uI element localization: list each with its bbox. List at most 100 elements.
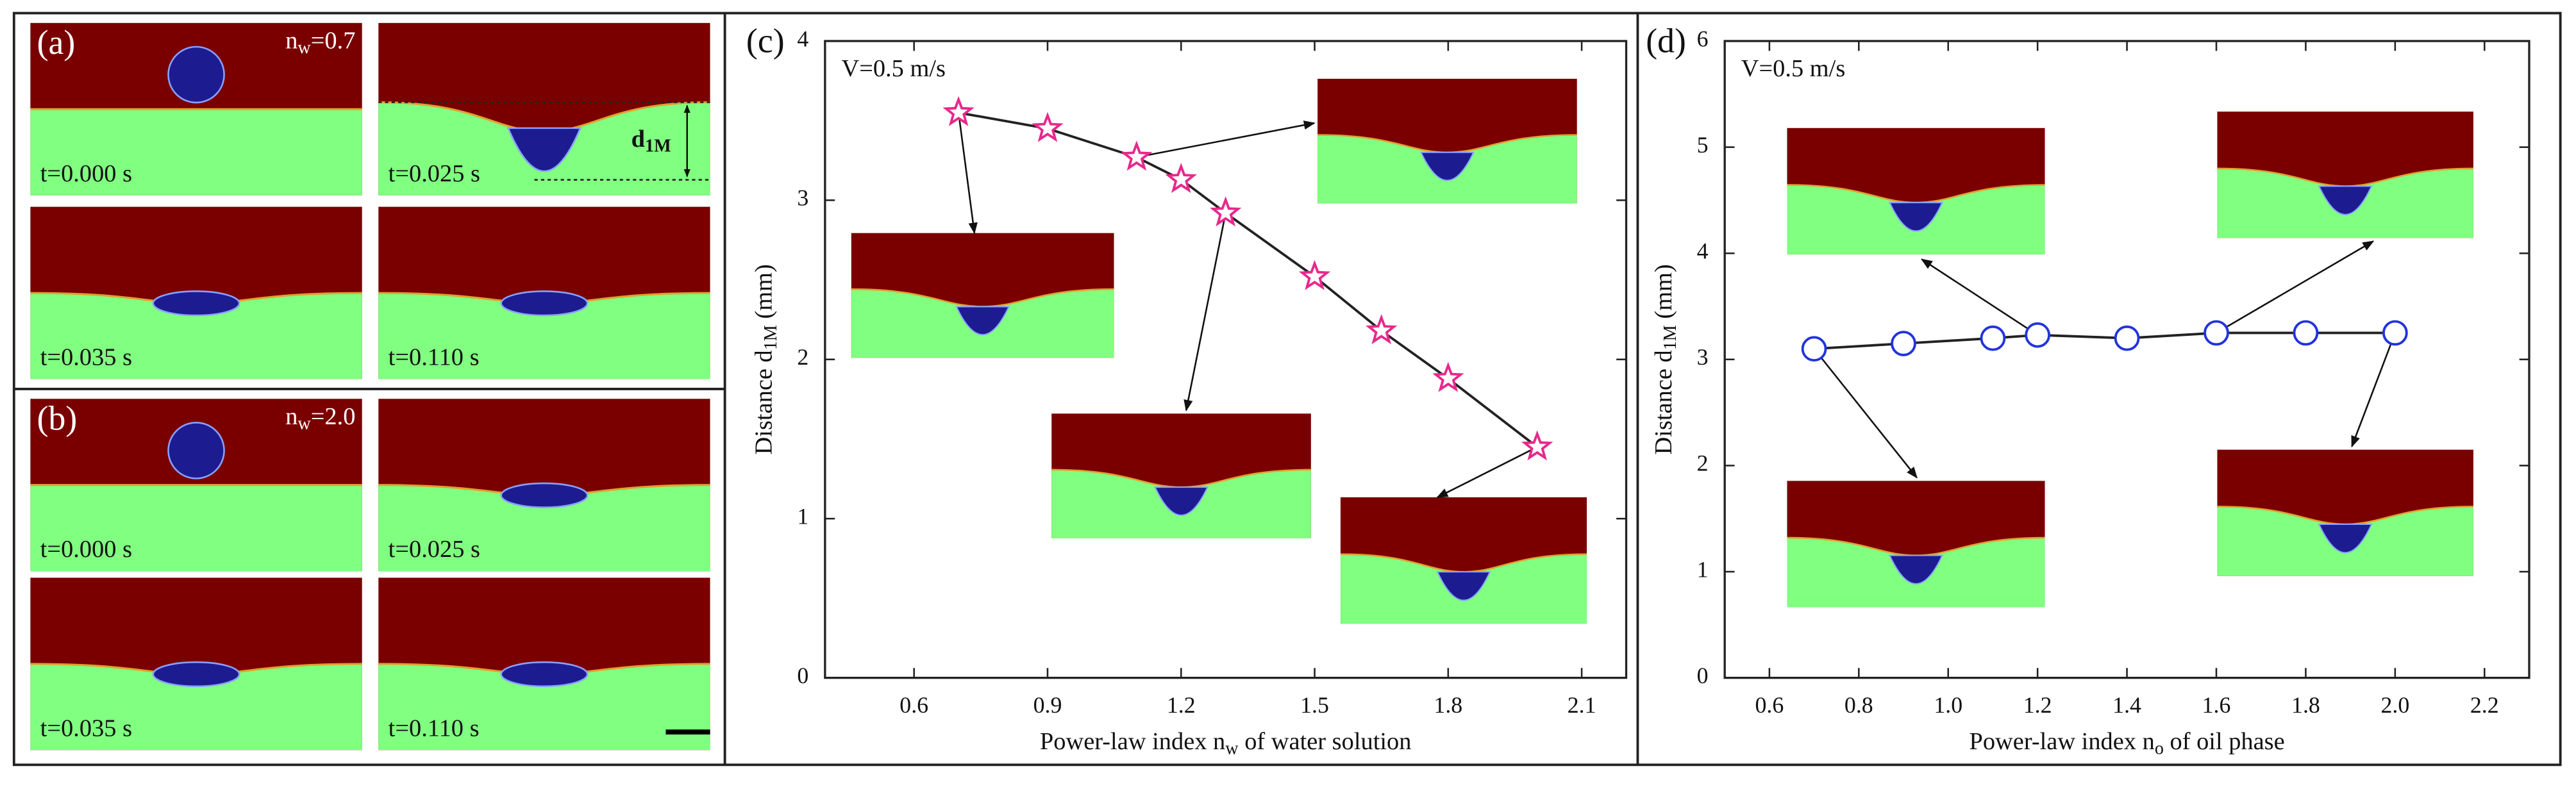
water-phase <box>378 663 710 750</box>
arrow <box>1920 258 2038 336</box>
inset-droplet <box>2318 185 2373 215</box>
star-marker <box>1032 112 1064 142</box>
star-marker <box>1165 163 1197 194</box>
time-label: t=0.035 s <box>40 344 132 371</box>
droplet <box>167 422 225 479</box>
x-tick-label: 1.4 <box>2112 692 2141 718</box>
x-tick-label: 1.6 <box>2202 692 2231 718</box>
y-tick-label: 1 <box>1697 556 1709 582</box>
arrow <box>2351 332 2396 448</box>
y-tick-label: 4 <box>797 26 808 51</box>
x-tick-label: 1.5 <box>1300 692 1329 718</box>
circle-marker <box>2204 320 2229 346</box>
arrow <box>2216 240 2375 334</box>
y-axis-label: Distance d1M (mm) <box>750 264 781 454</box>
inset-droplet <box>2318 523 2373 554</box>
y-axis-label-rest: (mm) <box>750 264 777 325</box>
outer-frame <box>12 12 2562 767</box>
y-tick-label: 0 <box>797 663 808 688</box>
x-axis-label-rest: of water solution <box>1239 728 1412 755</box>
panel-label: (a) <box>37 23 76 62</box>
inset-droplet <box>955 306 1010 336</box>
star-marker <box>1365 314 1398 345</box>
star-marker <box>1121 140 1153 171</box>
time-label: t=0.110 s <box>389 715 480 742</box>
y-tick-label: 2 <box>797 344 808 370</box>
n-value: =2.0 <box>311 403 356 430</box>
star-marker <box>1432 361 1464 392</box>
x-tick-label: 1.8 <box>1434 692 1462 718</box>
x-tick-label: 2.1 <box>1568 692 1596 718</box>
water-phase <box>30 293 362 379</box>
x-tick-label: 2.2 <box>2470 692 2499 718</box>
inset-droplet <box>1888 554 1944 585</box>
droplet <box>506 127 582 172</box>
star-marker <box>1209 196 1242 227</box>
x-tick-label: 1.2 <box>1167 692 1196 718</box>
panel-label: (b) <box>37 399 78 437</box>
y-tick-label: 4 <box>1697 238 1709 263</box>
x-tick-label: 0.6 <box>899 692 928 718</box>
x-axis-label: Power-law index nw of water solution <box>1040 728 1412 759</box>
inset-droplet <box>1153 486 1209 516</box>
n-symbol: n <box>285 27 297 54</box>
circle-marker <box>1891 331 1916 356</box>
d-symbol: d <box>631 126 645 153</box>
depth-label: d1M <box>631 126 671 156</box>
star-marker <box>942 95 974 126</box>
y-tick-label: 3 <box>1697 344 1709 370</box>
time-label: t=0.025 s <box>389 160 480 187</box>
inset-droplet <box>1419 151 1475 181</box>
circle-marker <box>1801 336 1827 362</box>
water-phase <box>30 109 362 195</box>
x-tick-label: 0.8 <box>1844 692 1873 718</box>
x-tick-label: 1.8 <box>2291 692 2320 718</box>
water-phase <box>378 293 710 379</box>
arrow <box>1436 446 1538 499</box>
circle-marker <box>2114 325 2140 351</box>
d-subscript: 1M <box>645 137 671 156</box>
time-label: t=0.035 s <box>40 715 132 742</box>
y-tick-label: 5 <box>1697 132 1709 158</box>
panel-label: (d) <box>1646 21 1686 60</box>
x-axis-label-main: Power-law index n <box>1969 728 2154 755</box>
x-axis-label: Power-law index no of oil phase <box>1969 728 2284 759</box>
n-label: nw=0.7 <box>285 27 355 58</box>
x-axis-label-main: Power-law index n <box>1040 728 1225 755</box>
annotation: V=0.5 m/s <box>841 55 946 82</box>
time-label: t=0.025 s <box>389 536 480 563</box>
x-tick-label: 2.0 <box>2380 692 2409 718</box>
time-label: t=0.110 s <box>389 344 480 371</box>
droplet <box>152 290 240 317</box>
circle-marker <box>2382 320 2408 346</box>
y-tick-label: 6 <box>1697 26 1709 51</box>
circle-marker <box>2293 320 2319 346</box>
n-value: =0.7 <box>311 27 356 54</box>
content: t=0.000 s t=0.025 s t=0.035 s t=0.110 s (a) n… <box>30 21 2530 759</box>
x-tick-label: 1.2 <box>2023 692 2052 718</box>
arrow <box>1183 213 1226 411</box>
water-phase <box>30 663 362 750</box>
x-axis-label-sub: o <box>2155 739 2164 759</box>
star-marker <box>1298 260 1331 290</box>
y-tick-label: 1 <box>797 503 808 529</box>
x-tick-label: 0.9 <box>1033 692 1062 718</box>
x-tick-label: 1.0 <box>1934 692 1962 718</box>
y-tick-label: 3 <box>797 185 808 211</box>
annotation: V=0.5 m/s <box>1741 55 1846 82</box>
y-tick-label: 2 <box>1697 451 1709 476</box>
panel-label: (c) <box>746 21 785 60</box>
n-symbol: n <box>285 403 297 430</box>
data-line <box>1814 331 2395 351</box>
droplet <box>167 46 225 104</box>
time-label: t=0.000 s <box>40 536 132 563</box>
n-subscript: w <box>297 414 311 434</box>
y-axis-label-rest: (mm) <box>1650 264 1677 325</box>
arrow <box>1813 348 1918 479</box>
inset-droplet <box>1888 202 1944 232</box>
x-axis-label-sub: w <box>1225 739 1239 759</box>
water-phase <box>378 485 710 572</box>
n-subscript: w <box>297 38 311 58</box>
star-marker <box>1521 430 1553 461</box>
